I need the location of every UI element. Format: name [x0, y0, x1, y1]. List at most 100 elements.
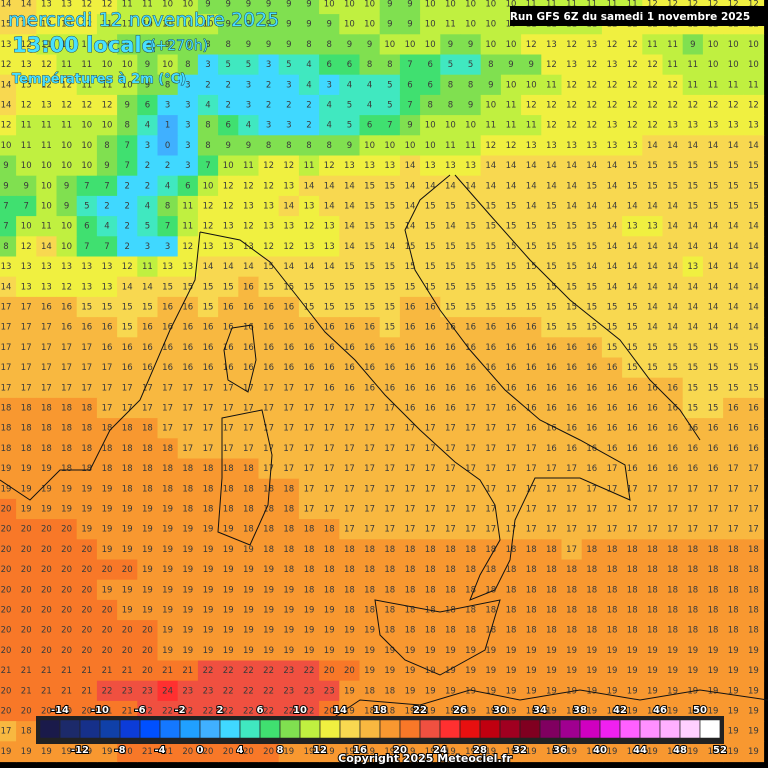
temperature-cell [157, 175, 179, 197]
temperature-value: 10 [61, 161, 72, 171]
legend-swatch [459, 719, 481, 739]
temperature-cell [76, 34, 98, 56]
temperature-cell [258, 0, 280, 15]
temperature-cell [399, 236, 421, 258]
temperature-value: 20 [81, 646, 92, 656]
temperature-value: 16 [647, 464, 658, 474]
temperature-value: 18 [667, 606, 678, 616]
temperature-value: 19 [102, 505, 113, 515]
temperature-value: 10 [485, 0, 496, 10]
temperature-value: 5 [145, 222, 150, 232]
legend-swatch [419, 719, 441, 739]
legend-label: 32 [513, 745, 527, 756]
temperature-value: 18 [243, 525, 254, 535]
temperature-value: 8 [225, 40, 230, 50]
temperature-value: 10 [506, 40, 517, 50]
temperature-value: 21 [61, 686, 72, 696]
temperature-value: 19 [304, 646, 315, 656]
legend-swatch [639, 719, 661, 739]
temperature-value: 11 [304, 161, 315, 171]
temperature-value: 14 [647, 242, 658, 252]
temperature-value: 22 [263, 666, 274, 676]
temperature-value: 4 [205, 101, 210, 111]
temperature-value: 9 [3, 181, 8, 191]
temperature-value: 18 [364, 686, 375, 696]
temperature-value: 15 [586, 181, 597, 191]
temperature-value: 16 [607, 404, 618, 414]
temperature-value: 15 [485, 282, 496, 292]
temperature-cell [157, 155, 179, 177]
temperature-value: 17 [465, 464, 476, 474]
temperature-cell [521, 115, 542, 136]
temperature-cell [420, 337, 441, 359]
temperature-value: 14 [667, 282, 678, 292]
temperature-value: 15 [526, 262, 537, 272]
temperature-value: 15 [546, 222, 557, 232]
temperature-cell [521, 135, 542, 157]
temperature-cell [743, 74, 765, 96]
temperature-cell [723, 216, 744, 237]
temperature-value: 16 [405, 404, 416, 414]
temperature-cell [117, 34, 138, 56]
temperature-value: 18 [283, 565, 294, 575]
temperature-cell [258, 135, 280, 157]
temperature-value: 6 [427, 60, 432, 70]
temperature-value: 17 [445, 484, 456, 494]
temperature-value: 14 [324, 181, 335, 191]
temperature-value: 14 [647, 282, 658, 292]
temperature-cell [339, 296, 361, 318]
temperature-value: 19 [687, 747, 698, 757]
temperature-cell [238, 14, 260, 35]
temperature-value: 16 [546, 363, 557, 373]
temperature-cell [298, 317, 320, 338]
temperature-value: 21 [21, 686, 32, 696]
temperature-value: 19 [81, 505, 92, 515]
temperature-value: 17 [102, 383, 113, 393]
temperature-value: 17 [526, 444, 537, 454]
legend-label: 30 [493, 705, 507, 716]
temperature-value: 12 [627, 80, 638, 90]
temperature-value: 14 [667, 303, 678, 313]
temperature-value: 16 [142, 343, 153, 353]
temperature-cell [521, 256, 542, 278]
temperature-value: 17 [586, 505, 597, 515]
temperature-value: 9 [407, 0, 412, 10]
temperature-value: 13 [263, 202, 274, 212]
temperature-value: 17 [81, 343, 92, 353]
temperature-cell [379, 54, 401, 76]
temperature-cell [177, 0, 199, 15]
temperature-value: 7 [84, 242, 89, 252]
temperature-value: 18 [506, 626, 517, 636]
temperature-cell [218, 115, 239, 136]
temperature-value: 17 [586, 525, 597, 535]
temperature-value: 17 [263, 404, 274, 414]
temperature-value: 21 [182, 666, 193, 676]
temperature-cell [76, 216, 98, 237]
temperature-value: 18 [566, 565, 577, 575]
temperature-cell [460, 0, 482, 15]
temperature-value: 20 [1, 686, 12, 696]
temperature-value: 17 [364, 464, 375, 474]
temperature-value: 18 [122, 464, 133, 474]
temperature-value: 18 [627, 626, 638, 636]
temperature-cell [16, 236, 37, 258]
temperature-cell [238, 216, 260, 237]
temperature-cell [56, 256, 78, 278]
temperature-value: 19 [263, 565, 274, 575]
legend-swatch [199, 719, 221, 739]
temperature-value: 22 [162, 707, 173, 717]
temperature-value: 2 [124, 202, 129, 212]
temperature-value: 11 [243, 161, 254, 171]
temperature-value: 8 [286, 141, 291, 151]
temperature-cell [541, 155, 563, 177]
temperature-cell [258, 34, 280, 56]
temperature-cell [238, 296, 260, 318]
temperature-value: 16 [384, 363, 395, 373]
temperature-value: 3 [145, 141, 150, 151]
temperature-value: 15 [728, 181, 739, 191]
temperature-value: 12 [283, 242, 294, 252]
temperature-value: 11 [485, 121, 496, 131]
temperature-cell [662, 276, 684, 298]
temperature-value: 11 [445, 141, 456, 151]
temperature-value: 19 [263, 606, 274, 616]
